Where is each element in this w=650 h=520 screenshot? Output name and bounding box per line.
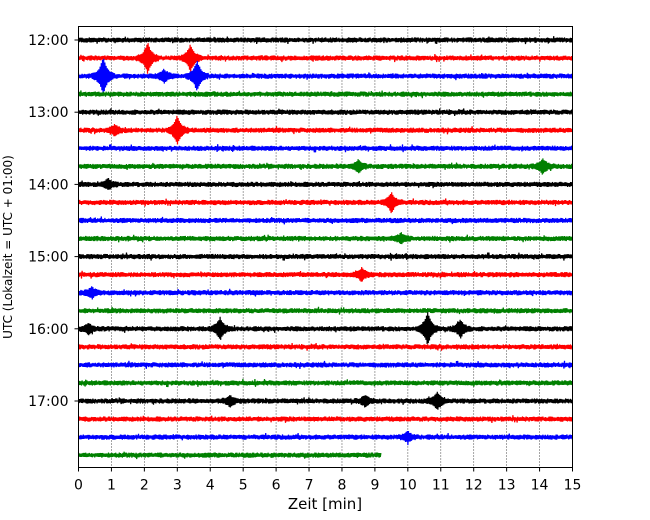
seismic-trace-row bbox=[77, 43, 573, 74]
y-tick-label: 17:00 bbox=[28, 394, 68, 410]
x-tick-label: 5 bbox=[239, 478, 248, 494]
seismic-trace-row bbox=[77, 158, 573, 175]
x-tick-label: 2 bbox=[140, 478, 149, 494]
seismic-trace-row bbox=[77, 144, 573, 153]
x-tick-label: 6 bbox=[272, 478, 281, 494]
seismic-trace-row bbox=[77, 58, 573, 95]
x-tick-label: 0 bbox=[74, 478, 83, 494]
y-tick-label: 15:00 bbox=[28, 250, 68, 266]
x-tick-label: 15 bbox=[564, 478, 582, 494]
plot-frame bbox=[78, 26, 573, 468]
x-tick-label: 9 bbox=[370, 478, 379, 494]
x-tick-label: 3 bbox=[173, 478, 182, 494]
y-tick-label: 14:00 bbox=[28, 177, 68, 193]
x-axis-label: Zeit [min] bbox=[288, 495, 362, 513]
traces bbox=[77, 36, 573, 460]
x-tick-label: 14 bbox=[531, 478, 549, 494]
x-tick-label: 13 bbox=[498, 478, 516, 494]
x-tick-label: 10 bbox=[399, 478, 417, 494]
seismic-trace-row bbox=[77, 430, 573, 446]
x-tick-label: 7 bbox=[305, 478, 314, 494]
seismic-trace-row bbox=[77, 90, 573, 99]
seismic-trace-row bbox=[77, 306, 573, 315]
seismic-trace-row bbox=[77, 115, 573, 145]
seismic-trace-row bbox=[77, 343, 573, 351]
y-tick-label: 13:00 bbox=[28, 105, 68, 121]
seismic-trace-row bbox=[77, 360, 573, 370]
x-tick-label: 11 bbox=[432, 478, 450, 494]
seismic-trace-row bbox=[77, 36, 573, 45]
seismic-trace-row bbox=[77, 108, 573, 117]
y-tick-label: 16:00 bbox=[28, 322, 68, 338]
y-tick-label: 12:00 bbox=[28, 33, 68, 49]
seismic-trace-row bbox=[77, 192, 573, 214]
x-tick-label: 4 bbox=[206, 478, 215, 494]
seismic-trace-row bbox=[77, 391, 573, 410]
seismic-trace-row bbox=[77, 252, 573, 261]
seismic-trace-row bbox=[77, 312, 573, 344]
x-tick-label: 8 bbox=[338, 478, 347, 494]
seismic-trace-row bbox=[77, 378, 573, 388]
x-tick-label: 12 bbox=[465, 478, 483, 494]
x-axis-ticks: 0 1 2 3 4 5 6 7 8 9 10 11 12 13 14 15 bbox=[74, 467, 582, 494]
seismic-trace-row bbox=[77, 267, 573, 282]
y-axis-ticks: 12:00 13:00 14:00 15:00 16:00 17:00 bbox=[28, 33, 79, 410]
seismic-trace-row bbox=[77, 232, 573, 245]
seismic-trace-row bbox=[77, 451, 382, 460]
x-tick-label: 1 bbox=[107, 478, 116, 494]
y-axis-label: UTC (Lokalzeit = UTC + 01:00) bbox=[1, 155, 15, 339]
seismic-trace-row bbox=[77, 178, 573, 190]
seismic-trace-row bbox=[77, 216, 573, 225]
seismic-trace-row bbox=[77, 415, 573, 423]
seismic-trace-row bbox=[77, 286, 573, 300]
